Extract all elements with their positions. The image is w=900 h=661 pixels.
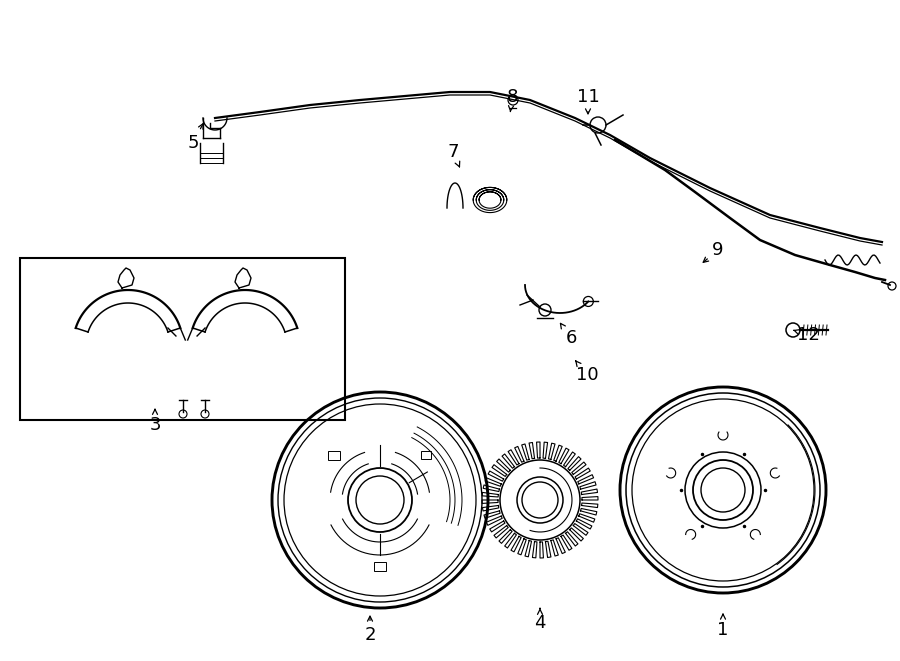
Text: 6: 6 — [561, 323, 577, 347]
Text: 5: 5 — [187, 124, 203, 152]
Text: 1: 1 — [717, 614, 729, 639]
Bar — [20, 258, 345, 420]
Text: 9: 9 — [703, 241, 724, 262]
Text: 3: 3 — [149, 409, 161, 434]
Text: 2: 2 — [364, 616, 376, 644]
Text: 8: 8 — [507, 88, 517, 112]
Text: 10: 10 — [576, 361, 598, 384]
Text: 7: 7 — [447, 143, 460, 167]
Text: 11: 11 — [577, 88, 599, 114]
Text: 4: 4 — [535, 608, 545, 632]
Text: 12: 12 — [794, 326, 819, 344]
